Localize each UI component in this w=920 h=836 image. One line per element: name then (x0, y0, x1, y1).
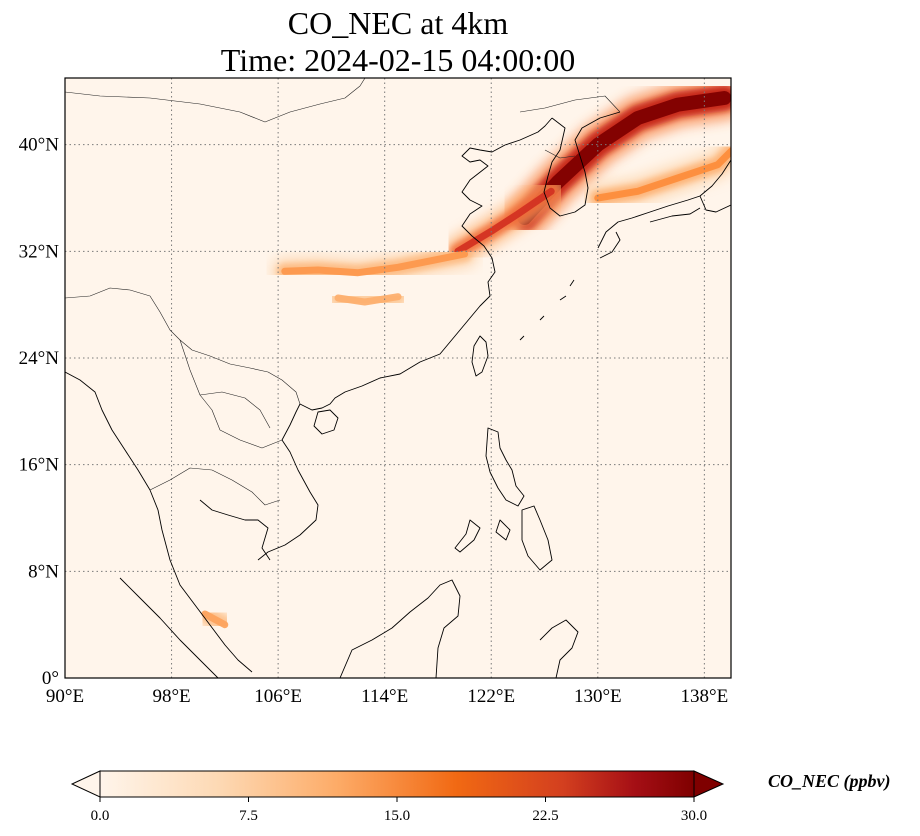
axis-ticks: 90°E 98°E 106°E 114°E 122°E 130°E 138°E 0° 8°N 16… (19, 135, 729, 707)
colorbar-label: CO_NEC (ppbv) (768, 771, 891, 792)
colorbar-tick-label: 0.0 (91, 808, 110, 824)
colorbar-tick-label: 22.5 (532, 808, 558, 824)
sumatra-coastline (119, 577, 219, 678)
map-title-line1: CO_NEC at 4km (288, 5, 509, 41)
country-borders (65, 78, 621, 506)
map-panel (65, 78, 731, 678)
lon-tick-label: 90°E (46, 686, 84, 707)
lat-tick-label: 24°N (19, 348, 60, 369)
lat-tick-label: 8°N (28, 561, 59, 582)
japan-plume-core (594, 147, 731, 202)
sulawesi-coastline (539, 619, 579, 678)
lat-tick-label: 32°N (19, 241, 60, 262)
map-background (65, 78, 731, 678)
colorbar-extend-max (693, 770, 725, 798)
lat-tick-label: 16°N (19, 455, 60, 476)
colorbar-tick-label: 7.5 (239, 808, 258, 824)
plume-layer (189, 78, 731, 640)
coastlines (65, 111, 731, 678)
lon-tick-label: 114°E (361, 686, 408, 707)
korea-border (544, 149, 576, 159)
lon-tick-label: 122°E (467, 686, 515, 707)
northeast-border (519, 95, 621, 113)
korea-coastline (543, 111, 621, 217)
gridlines (65, 78, 731, 678)
colorbar-ticks: 0.0 7.5 15.0 22.5 30.0 (91, 797, 707, 824)
indochina-borders (149, 339, 283, 506)
china-inland-border (65, 287, 301, 405)
colorbar-tick-label: 30.0 (681, 808, 707, 824)
lon-tick-label: 106°E (254, 686, 302, 707)
lon-tick-label: 130°E (574, 686, 622, 707)
borneo-coastline (339, 579, 461, 678)
colorbar-tick-label: 15.0 (384, 808, 410, 824)
mongolia-border (65, 78, 366, 123)
lat-tick-label: 40°N (19, 135, 60, 156)
colorbar: 0.0 7.5 15.0 22.5 30.0 CO_NEC (ppbv) (70, 770, 891, 824)
hainan-coastline (313, 409, 339, 435)
map-title-line2: Time: 2024-02-15 04:00:00 (221, 42, 575, 78)
east-china-band-core (281, 250, 469, 277)
philippines-coastline (454, 427, 553, 571)
colorbar-gradient (99, 770, 695, 798)
yellow-sea-plume-core (454, 187, 555, 255)
malay-patch-core (201, 610, 229, 629)
lon-tick-label: 98°E (152, 686, 190, 707)
lat-tick-label: 0° (42, 668, 59, 689)
taiwan-coastline (471, 335, 489, 377)
china-coastline (257, 117, 553, 561)
colorbar-extend-min (70, 770, 101, 798)
japan-coastline (597, 159, 731, 259)
map-frame (64, 77, 732, 679)
south-china-patch-core (334, 293, 402, 306)
ryukyu-coastline (519, 279, 575, 341)
indochina-coastline (65, 371, 271, 673)
lon-tick-label: 138°E (681, 686, 729, 707)
